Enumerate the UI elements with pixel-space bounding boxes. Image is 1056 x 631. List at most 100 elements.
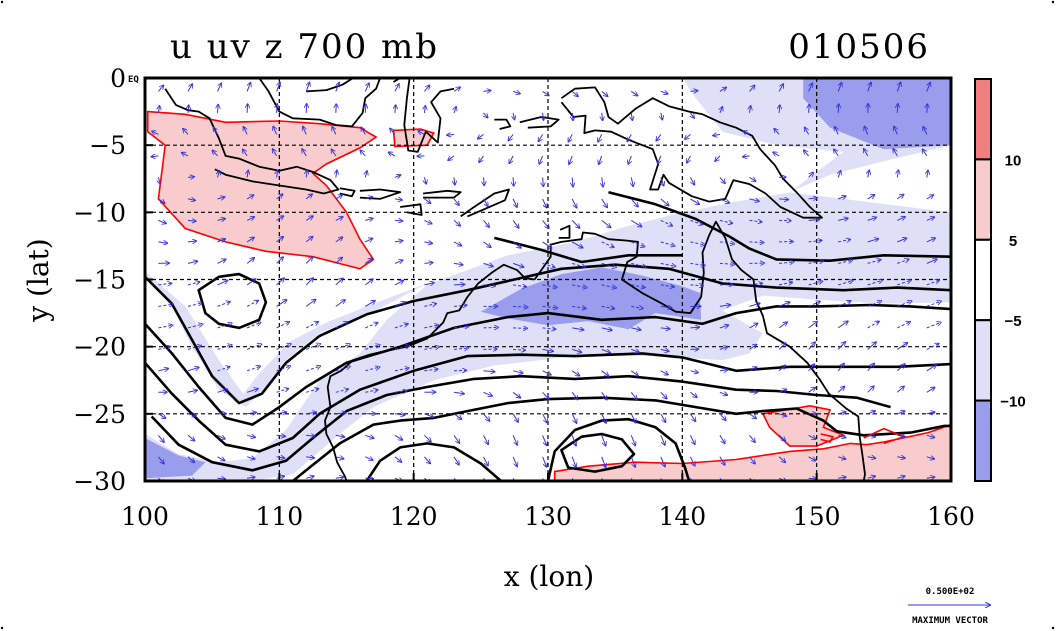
wind-vector-266 [571, 91, 578, 96]
wind-vector-434 [808, 434, 816, 439]
wind-vector-21 [183, 129, 189, 135]
wind-vector-450 [837, 364, 844, 372]
wind-vector-156 [394, 175, 401, 177]
wind-vector-181 [424, 304, 436, 307]
wind-vector-428 [808, 301, 821, 307]
wind-vector-131 [335, 457, 344, 459]
wind-vector-237 [513, 285, 526, 287]
wind-vector-41 [212, 150, 218, 157]
wind-vector-304 [631, 90, 637, 95]
wind-vector-201 [453, 326, 469, 328]
colorbar-segment-3 [974, 319, 992, 402]
wind-vector-130 [335, 435, 345, 437]
wind-vector-362 [720, 107, 723, 114]
wind-vector-271 [571, 198, 576, 208]
wind-vector-495 [927, 104, 928, 113]
wind-vector-22 [182, 153, 189, 156]
vector-legend: 0.500E+02 MAXIMUM VECTOR [908, 587, 990, 626]
wind-vector-503 [926, 280, 939, 286]
wind-vector-375 [719, 392, 727, 395]
wind-vector-358 [689, 435, 694, 444]
wind-vector-427 [808, 281, 823, 286]
wind-vector-325 [656, 134, 662, 140]
wind-vector-496 [923, 127, 928, 135]
wind-vector-199 [453, 284, 465, 285]
wind-vector-283 [571, 456, 576, 467]
wind-vector-86 [276, 300, 287, 307]
wind-vector-137 [365, 171, 367, 178]
wind-vector-259 [542, 349, 554, 351]
wind-vector-162 [394, 302, 406, 307]
wind-vector-144 [365, 323, 377, 329]
wind-vector-299 [601, 392, 607, 399]
wind-vector-205 [453, 413, 462, 419]
coastline-1 [258, 78, 381, 128]
wind-vector-95 [306, 82, 309, 92]
wind-vector-28 [187, 282, 200, 286]
coastline-4 [339, 187, 356, 198]
wind-vector-180 [424, 283, 434, 285]
wind-vector-242 [512, 391, 520, 398]
coastline-10 [519, 116, 560, 129]
wind-vector-423 [808, 198, 818, 199]
wind-vector-285 [601, 91, 608, 96]
wind-vector-243 [512, 413, 518, 422]
wind-vector-278 [572, 349, 581, 352]
wind-vector-506 [926, 344, 939, 350]
wind-vector-350 [690, 263, 705, 265]
wind-vector-235 [512, 241, 521, 248]
wind-vector-292 [601, 241, 614, 247]
wind-vector-489 [896, 386, 904, 393]
wind-vector-69 [246, 344, 261, 350]
wind-vector-177 [424, 220, 431, 223]
wind-vector-158 [394, 220, 403, 221]
wind-vector-327 [661, 177, 664, 185]
y-tick-label-5: −25 [73, 400, 126, 429]
wind-vector-52 [217, 389, 228, 392]
wind-vector-220 [483, 327, 499, 328]
wind-vector-23 [187, 177, 194, 178]
wind-vector-329 [660, 219, 672, 225]
wind-vector-19 [187, 84, 192, 92]
wind-vector-108 [306, 366, 320, 372]
wind-vector-509 [926, 412, 935, 414]
colorbar-segment-1 [974, 158, 992, 241]
wind-vector-371 [719, 305, 730, 307]
wind-vector-247 [542, 90, 549, 95]
wind-vector-419 [809, 105, 810, 113]
y-tick-label-4: −20 [73, 333, 126, 362]
wind-vector-47 [217, 280, 228, 286]
wind-vector-399 [778, 84, 783, 92]
wind-vector-109 [306, 389, 318, 393]
wind-vector-382 [743, 131, 750, 134]
wind-vector-447 [838, 301, 851, 307]
vector-legend-value: 0.500E+02 [926, 587, 975, 597]
wind-vector-479 [897, 170, 898, 178]
wind-vector-339 [660, 435, 665, 445]
wind-vector-288 [599, 155, 602, 164]
wind-vector-338 [660, 413, 666, 422]
wind-vector-445 [838, 260, 852, 264]
wind-vector-498 [927, 171, 928, 178]
wind-vector-74 [246, 457, 255, 459]
wind-vector-390 [749, 303, 760, 306]
wind-vector-343 [690, 112, 694, 118]
wind-vector-64 [246, 237, 254, 243]
contour-10 [493, 236, 683, 264]
wind-vector-204 [453, 392, 464, 394]
wind-vector-290 [601, 198, 608, 208]
wind-vector-441 [838, 171, 840, 178]
wind-vector-316 [631, 349, 639, 352]
wind-vector-2 [152, 131, 159, 134]
wind-vector-302 [601, 456, 606, 467]
wind-vector-117 [331, 149, 337, 157]
wind-vector-106 [305, 322, 318, 329]
wind-vector-457 [868, 104, 869, 113]
wind-vector-315 [631, 328, 640, 330]
wind-vector-152 [394, 84, 399, 92]
wind-vector-452 [838, 412, 846, 414]
wind-vector-236 [512, 262, 524, 267]
wind-vector-188 [424, 456, 430, 464]
wind-vector-4 [158, 177, 160, 183]
wind-vector-225 [483, 435, 489, 444]
